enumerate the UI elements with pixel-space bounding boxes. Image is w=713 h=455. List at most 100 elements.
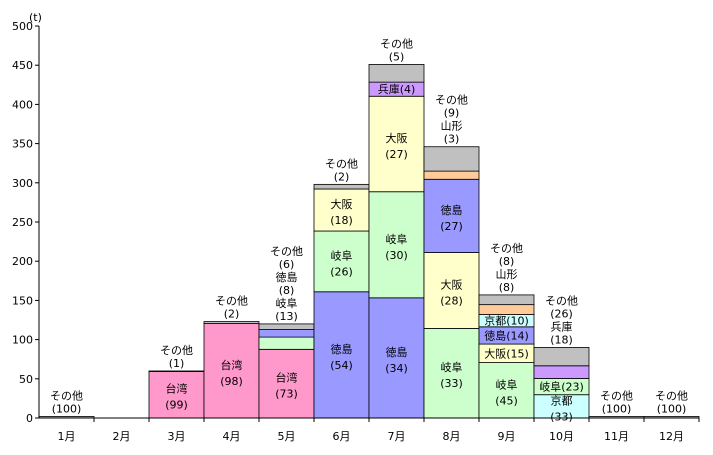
segment-label: 岐阜 xyxy=(441,361,463,374)
y-tick-label: 450 xyxy=(12,59,33,72)
bar-segment-その他 xyxy=(313,183,370,190)
above-bar-label: 山形 xyxy=(441,120,463,133)
segment-label: 大阪 xyxy=(441,277,463,291)
bar-segment-その他 xyxy=(203,321,260,324)
above-bar-label: (6) xyxy=(279,258,295,271)
above-bar-label: 山形 xyxy=(496,268,518,281)
segment-percent-label: (54) xyxy=(330,359,353,372)
segment-label: 台湾 xyxy=(276,371,298,385)
segment-percent-label: (28) xyxy=(440,294,463,307)
segment-label: 京都 xyxy=(551,393,573,407)
x-tick-label: 10月 xyxy=(549,430,574,443)
segment-percent-label: (18) xyxy=(330,214,353,227)
segment-percent-label: (34) xyxy=(385,362,408,375)
y-tick-label: 350 xyxy=(12,138,33,151)
y-tick-label: 400 xyxy=(12,98,33,111)
x-tick-label: 12月 xyxy=(659,430,684,443)
segment-percent-label: (27) xyxy=(385,148,408,161)
above-bar-label: (5) xyxy=(389,50,405,63)
segment-label: 徳島 xyxy=(441,203,463,217)
y-tick-label: 500 xyxy=(12,20,33,33)
above-bar-label: 岐阜 xyxy=(276,297,298,310)
bar-segment-山形 xyxy=(423,170,480,180)
above-bar-label: その他 xyxy=(490,242,523,255)
segment-label: 徳島 xyxy=(386,345,408,359)
y-tick-label: 300 xyxy=(12,177,33,190)
segment-label: 大阪 xyxy=(331,197,353,211)
bar-segment-岐阜 xyxy=(423,328,480,419)
segment-label: 徳島 xyxy=(331,342,353,356)
segment-label: 岐阜 xyxy=(496,378,518,391)
segment-label: 岐阜 xyxy=(386,233,408,246)
segment-label: 大阪(15) xyxy=(484,346,529,360)
segment-label: 岐阜 xyxy=(331,249,353,262)
x-tick-label: 4月 xyxy=(223,430,241,443)
above-bar-label: (2) xyxy=(334,170,350,183)
bar-segment-徳島 xyxy=(258,329,315,338)
x-tick-label: 11月 xyxy=(604,430,629,443)
above-bar-label: (8) xyxy=(499,281,515,294)
segment-percent-label: (33) xyxy=(440,377,463,390)
x-tick-label: 8月 xyxy=(443,430,461,443)
segment-percent-label: (33) xyxy=(550,410,573,423)
axes-layer: 0 50 100 150 200 250 300 350 400 450 500(t) 1月 2月 3月 4… xyxy=(12,11,700,443)
bar-segment-大阪 xyxy=(423,252,480,329)
bar-segment-その他 xyxy=(478,294,535,306)
segment-percent-label: (26) xyxy=(330,265,353,278)
y-tick-label: 150 xyxy=(12,294,33,307)
above-bar-label: (1) xyxy=(169,357,185,370)
segment-percent-label: (30) xyxy=(385,249,408,262)
above-bar-label: その他 xyxy=(435,94,468,107)
bar-segment-その他 xyxy=(533,347,590,367)
above-bar-label: その他 xyxy=(655,389,688,402)
segment-percent-label: (45) xyxy=(495,394,518,407)
above-bar-label: その他 xyxy=(50,389,83,402)
bar-segment-その他 xyxy=(258,323,315,330)
x-tick-label: 1月 xyxy=(58,430,76,443)
segment-label: 大阪 xyxy=(386,131,408,145)
above-bar-label: (18) xyxy=(550,333,573,346)
above-bar-label: その他 xyxy=(545,294,578,307)
above-bar-label: (13) xyxy=(275,310,298,323)
bar-segment-徳島 xyxy=(368,297,425,419)
x-tick-label: 9月 xyxy=(498,430,516,443)
above-bar-label: その他 xyxy=(215,295,248,308)
above-bar-label: その他 xyxy=(160,344,193,357)
segment-percent-label: (73) xyxy=(275,388,298,401)
bar-segment-山形 xyxy=(478,304,535,315)
above-bar-label: (8) xyxy=(499,255,515,268)
bar-segment-大阪 xyxy=(313,188,370,232)
bars-layer xyxy=(38,64,700,419)
above-bar-label: その他 xyxy=(325,157,358,170)
segment-label: 岐阜(23) xyxy=(539,381,584,394)
above-bar-label: 兵庫 xyxy=(551,319,573,333)
above-bar-label: (100) xyxy=(657,402,687,415)
segment-label: 京都(10) xyxy=(484,314,529,328)
x-tick-label: 3月 xyxy=(168,430,186,443)
segment-label: 兵庫(4) xyxy=(378,82,416,96)
y-tick-label: 250 xyxy=(12,216,33,229)
segment-percent-label: (99) xyxy=(165,399,188,412)
bar-segment-岐阜 xyxy=(368,191,425,299)
y-unit-label: (t) xyxy=(29,11,42,24)
y-tick-label: 100 xyxy=(12,334,33,347)
above-bar-label: その他 xyxy=(600,389,633,402)
segment-label: 台湾 xyxy=(221,358,243,372)
above-bar-label: (26) xyxy=(550,307,573,320)
y-tick-label: 50 xyxy=(19,373,33,386)
labels-layer: 台湾 (99) 台湾 (98) 台湾 (73) 徳島 (54) 岐阜 (26) 大阪 (18) 徳島 (3… xyxy=(50,37,688,423)
segment-percent-label: (98) xyxy=(220,375,243,388)
x-tick-label: 2月 xyxy=(113,430,131,443)
segment-percent-label: (27) xyxy=(440,220,463,233)
bar-segment-大阪 xyxy=(368,95,425,193)
above-bar-label: (100) xyxy=(602,402,632,415)
bar-segment-その他 xyxy=(423,146,480,172)
x-tick-label: 7月 xyxy=(388,430,406,443)
above-bar-label: (100) xyxy=(52,402,82,415)
bar-segment-その他 xyxy=(148,370,205,372)
y-tick-label: 0 xyxy=(26,412,33,425)
above-bar-label: (8) xyxy=(279,284,295,297)
segment-label: 台湾 xyxy=(166,382,188,396)
